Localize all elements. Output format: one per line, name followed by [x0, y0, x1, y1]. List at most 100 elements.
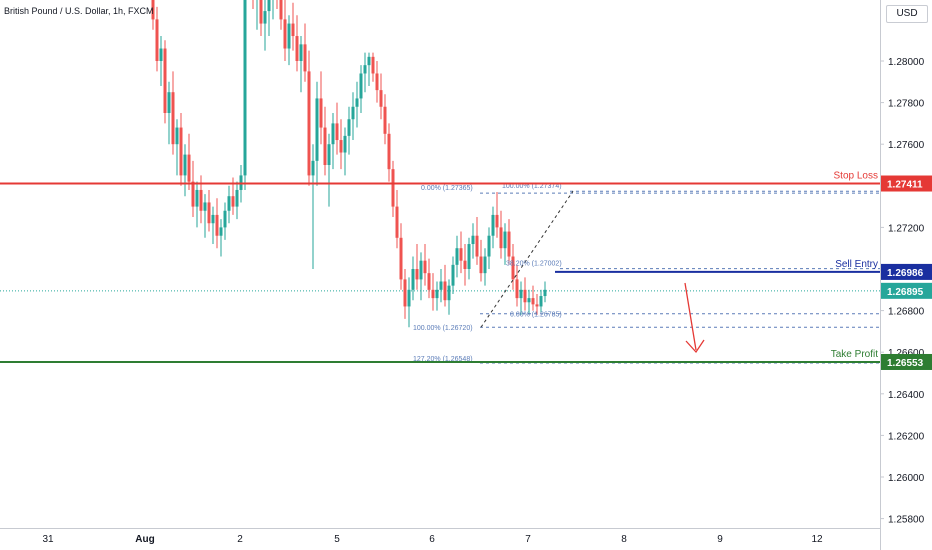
candle-body [183, 154, 187, 176]
stop-label: Stop Loss [834, 171, 878, 182]
candle-body [495, 214, 499, 228]
candle-body [427, 273, 431, 290]
candle-body [383, 106, 387, 134]
time-tick-label: 12 [811, 534, 823, 545]
arrow-shaft [684, 282, 697, 351]
time-tick-label: 31 [42, 534, 54, 545]
candle-body [343, 135, 347, 153]
profit-label: Take Profit [831, 349, 878, 360]
candle-body [371, 56, 375, 74]
chart-title: British Pound / U.S. Dollar, 1h, FXCM [4, 6, 154, 16]
fib-label: 100.00% (1.26720) [413, 325, 473, 332]
candle-body [363, 65, 367, 74]
candle-body [195, 189, 199, 207]
time-tick-label: 5 [334, 534, 340, 545]
candle-body [159, 48, 163, 61]
price-tick-label: 1.27200 [888, 223, 925, 234]
price-tick-label: 1.27600 [888, 140, 925, 151]
candle-body [163, 48, 167, 113]
candle-body [447, 285, 451, 301]
candle-body [191, 181, 195, 207]
candle-body [367, 56, 371, 66]
currency-button[interactable]: USD [886, 5, 928, 23]
time-tick-label: 6 [429, 534, 435, 545]
candle-body [279, 0, 283, 20]
time-axis-bg [0, 528, 880, 550]
candle-body [395, 206, 399, 238]
candle-body [503, 231, 507, 249]
candle-body [531, 298, 535, 305]
candle-body [315, 98, 319, 161]
current-price-tag [881, 282, 932, 299]
current-price-label: 1.26895 [887, 287, 924, 298]
candle-body [151, 0, 155, 20]
candle-body [415, 269, 419, 280]
fib-label: 0.00% (1.26785) [510, 312, 562, 319]
candle-body [179, 127, 183, 176]
entry-price-tag [881, 263, 932, 280]
candle-body [523, 289, 527, 303]
candle-body [527, 298, 531, 303]
candle-body [211, 214, 215, 224]
candle-body [419, 260, 423, 280]
candle-body [155, 19, 159, 61]
candle-body [375, 73, 379, 91]
candle-body [463, 260, 467, 269]
price-tick-label: 1.27800 [888, 99, 925, 110]
candle-body [235, 189, 239, 207]
candle-body [199, 189, 203, 211]
fib-label: 100.00% (1.27374) [502, 183, 562, 190]
time-tick-label: Aug [135, 534, 154, 545]
fib-label: 38.20% (1.27002) [506, 261, 562, 268]
candle-body [443, 281, 447, 301]
candle-body [511, 256, 515, 280]
price-tick-label: 1.26400 [888, 390, 925, 401]
candle-body [423, 260, 427, 274]
price-levels: Stop Loss Sell Entry Take Profit [0, 171, 880, 363]
time-tick-label: 2 [237, 534, 243, 545]
candle-body [187, 154, 191, 182]
price-tick-label: 1.26200 [888, 431, 925, 442]
profit-price-label: 1.26553 [887, 358, 924, 369]
price-axis[interactable]: 1.280001.278001.276001.274001.272001.270… [880, 0, 932, 550]
price-tick-label: 1.26600 [888, 348, 925, 359]
time-tick-label: 7 [525, 534, 531, 545]
candles [151, 0, 547, 328]
candle-body [327, 144, 331, 165]
candle-body [471, 235, 475, 245]
fib-label: 127.20% (1.26548) [413, 356, 473, 363]
down-arrow-icon [684, 282, 705, 354]
candle-body [259, 0, 263, 24]
candle-body [263, 11, 267, 24]
candle-body [543, 289, 547, 297]
candle-body [299, 44, 303, 61]
candle-body [203, 202, 207, 211]
candle-body [355, 98, 359, 107]
time-axis[interactable]: 31 Aug 2 5 6 7 8 9 12 [0, 528, 880, 550]
candle-body [307, 71, 311, 176]
candle-body [435, 289, 439, 299]
candle-body [399, 237, 403, 280]
candle-body [467, 244, 471, 269]
candle-body [431, 289, 435, 299]
candle-body [515, 279, 519, 299]
candle-body [387, 133, 391, 170]
candle-body [487, 235, 491, 257]
candle-body [219, 227, 223, 236]
candle-body [535, 304, 539, 307]
candle-body [335, 123, 339, 141]
candle-body [491, 214, 495, 236]
candle-body [323, 127, 327, 165]
candle-body [319, 98, 323, 128]
candle-body [347, 119, 351, 136]
candle-body [439, 281, 443, 290]
candle-body [227, 196, 231, 211]
candle-body [243, 0, 247, 176]
candle-body [451, 264, 455, 286]
candle-body [167, 92, 171, 113]
candle-body [287, 23, 291, 49]
candle-body [215, 214, 219, 236]
stop-price-tag [881, 175, 932, 192]
